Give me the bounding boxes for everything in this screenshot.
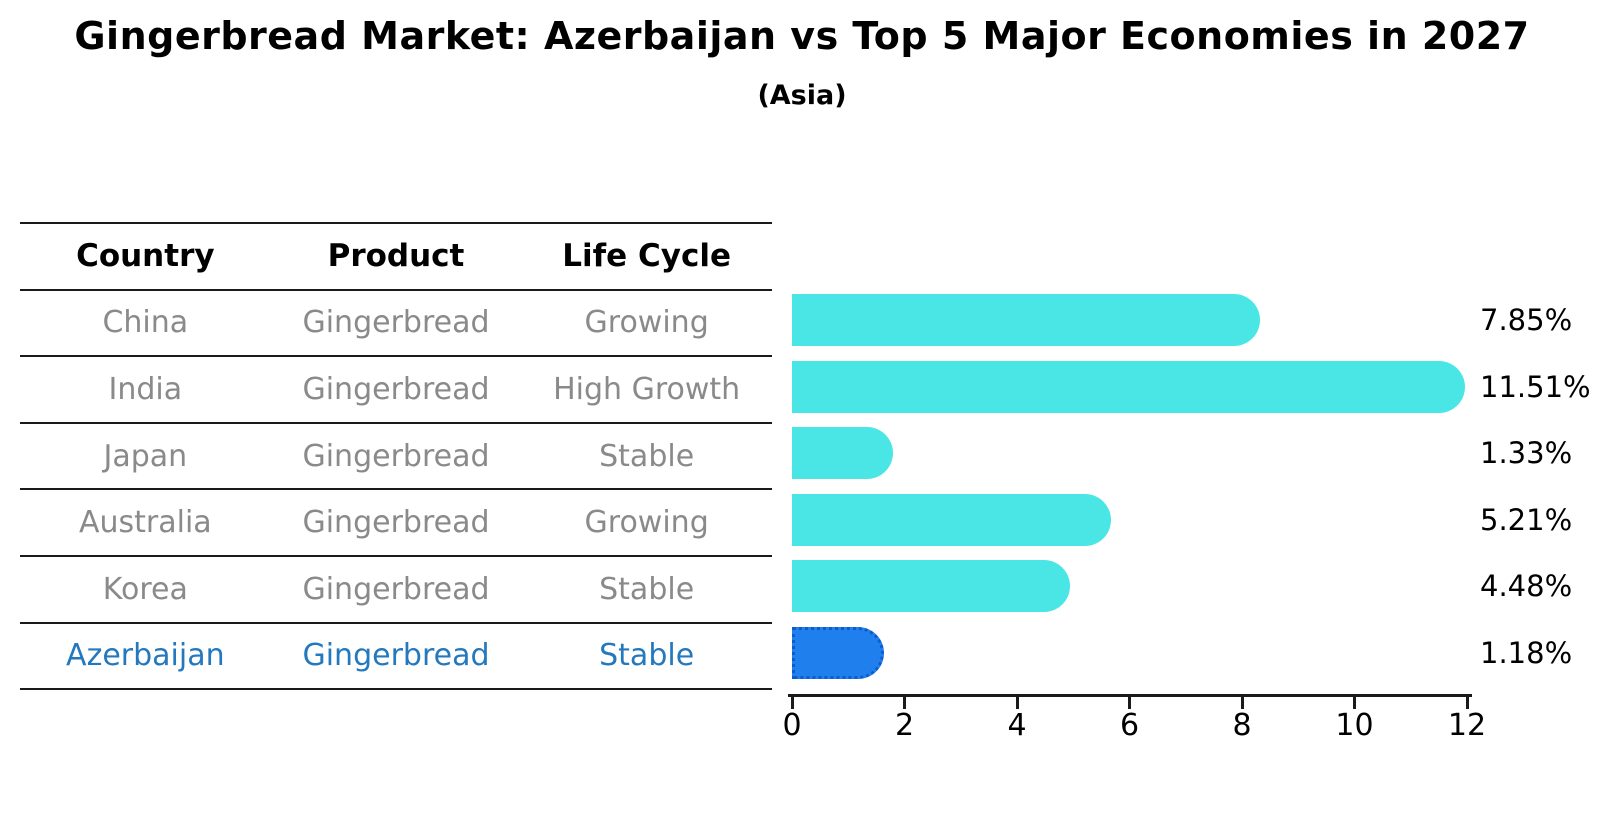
x-axis-tick xyxy=(1015,696,1019,709)
life-cycle-cell: Growing xyxy=(584,505,709,541)
product-cell: Gingerbread xyxy=(302,571,490,607)
country-cell: Australia xyxy=(78,505,212,541)
x-axis-tick xyxy=(903,696,906,709)
column-header-country: Country xyxy=(76,238,215,275)
column-header-product: Product xyxy=(327,238,465,275)
x-axis-line xyxy=(788,694,1472,697)
bar-korea xyxy=(792,560,1070,613)
value-label: 7.85% xyxy=(1480,302,1573,337)
x-axis-tick-label: 2 xyxy=(894,708,915,743)
product-cell: Gingerbread xyxy=(302,371,490,407)
bar-australia xyxy=(792,493,1112,546)
product-cell: Gingerbread xyxy=(302,638,490,674)
value-label: 5.21% xyxy=(1480,502,1573,537)
table-row: Japan Gingerbread Stable xyxy=(20,421,772,489)
value-label: 11.51% xyxy=(1480,369,1591,404)
table-row: Azerbaijan Gingerbread Stable xyxy=(20,621,772,689)
table-row: Korea Gingerbread Stable xyxy=(20,554,772,622)
bar-china xyxy=(792,293,1260,346)
bar-azerbaijan-highlight xyxy=(792,626,885,679)
table-header-row: Country Product Life Cycle xyxy=(20,222,772,289)
x-axis-tick-label: 4 xyxy=(1007,708,1027,743)
life-cycle-cell: Stable xyxy=(599,638,695,674)
table-row: India Gingerbread High Growth xyxy=(20,355,772,422)
x-axis-tick-label: 6 xyxy=(1119,708,1140,743)
life-cycle-cell: High Growth xyxy=(553,371,741,407)
x-axis-tick xyxy=(1128,696,1131,709)
chart-title: Gingerbread Market: Azerbaijan vs Top 5 … xyxy=(74,14,1530,58)
country-cell: Japan xyxy=(103,438,188,474)
value-label: 1.18% xyxy=(1480,635,1573,670)
bar-japan xyxy=(792,427,893,480)
chart-subtitle: (Asia) xyxy=(757,80,847,111)
column-header-life-cycle: Life Cycle xyxy=(562,238,731,275)
country-cell: India xyxy=(108,371,183,407)
life-cycle-cell: Stable xyxy=(599,438,695,474)
value-label: 1.33% xyxy=(1480,436,1573,471)
country-table: Country Product Life Cycle China Gingerbr… xyxy=(20,222,772,691)
x-axis-tick xyxy=(1240,696,1244,709)
x-axis-tick-label: 10 xyxy=(1335,708,1374,743)
life-cycle-cell: Growing xyxy=(584,305,709,341)
bar-india xyxy=(792,360,1466,413)
x-axis-tick-label: 0 xyxy=(782,708,802,743)
x-axis-tick xyxy=(1353,696,1356,709)
product-cell: Gingerbread xyxy=(302,305,490,341)
x-axis-tick xyxy=(1465,696,1469,709)
country-cell: Korea xyxy=(102,571,188,607)
life-cycle-cell: Stable xyxy=(599,571,695,607)
x-axis-tick-label: 12 xyxy=(1447,708,1487,743)
country-cell: China xyxy=(102,305,189,341)
x-axis-tick-label: 8 xyxy=(1232,708,1252,743)
x-axis-tick xyxy=(790,696,794,709)
country-cell: Azerbaijan xyxy=(66,638,225,674)
product-cell: Gingerbread xyxy=(302,438,490,474)
table-row: Australia Gingerbread Growing xyxy=(20,488,772,555)
table-row: China Gingerbread Growing xyxy=(20,288,772,356)
product-cell: Gingerbread xyxy=(302,505,490,541)
value-label: 4.48% xyxy=(1480,569,1573,604)
